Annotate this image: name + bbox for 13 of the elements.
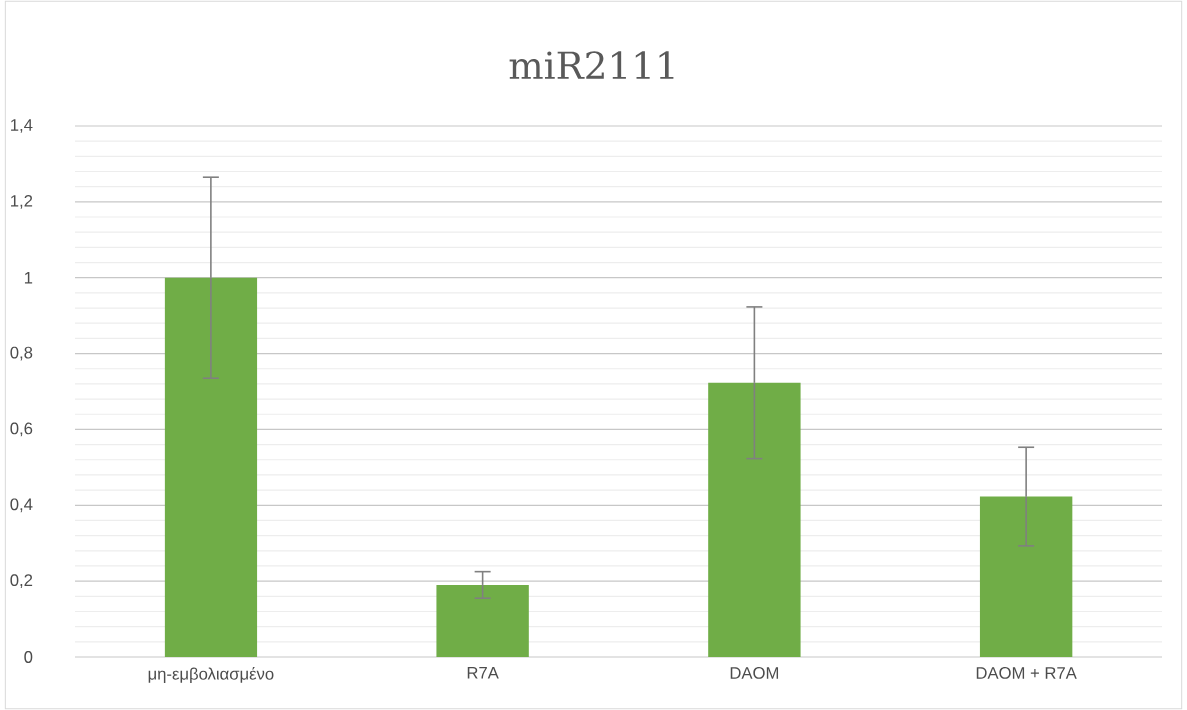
y-tick-label: 0,2 (10, 574, 33, 589)
y-tick-label: 0,8 (10, 346, 33, 361)
y-tick-label: 1,4 (11, 119, 33, 133)
x-tick-label: R7A (467, 667, 499, 679)
chart-title: miR2111 (509, 51, 674, 79)
y-tick-label: 0,4 (10, 498, 33, 513)
y-tick-label: 0,6 (10, 422, 33, 437)
x-tick-label: μη-εμβολιασμένο (148, 667, 274, 684)
y-tick-label: 1 (24, 271, 33, 284)
x-tick-label: DAOM (730, 667, 779, 679)
y-tick-label: 0 (24, 651, 33, 663)
x-tick-label: DAOM + R7A (976, 667, 1077, 679)
y-tick-label: 1,2 (11, 194, 33, 209)
